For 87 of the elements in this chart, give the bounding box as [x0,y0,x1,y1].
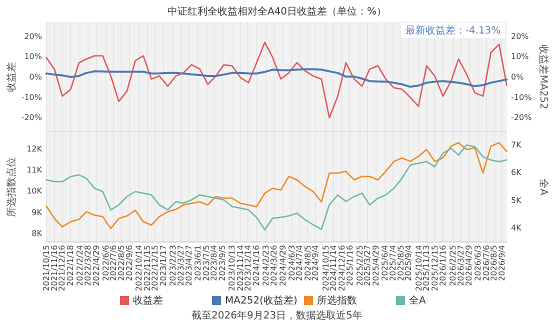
x-tick-label: 2023/1/17 [158,245,168,286]
x-tick-label: 2024/8/5 [303,245,312,281]
legend-label: MA252(收益差) [225,294,298,306]
x-tick-label: 2025/3/27 [363,245,372,286]
x-tick-label: 2025/10/14 [414,245,424,292]
x-tick-label: 2024/1/16 [252,245,261,286]
x-tick-label: 2023/3/27 [176,245,186,286]
x-tick-label: 2022/10/14 [134,245,144,292]
x-tick-label: 2024/12/16 [337,245,346,292]
x-tick-label: 2023/11/14 [236,245,245,292]
x-tick-label: 2023/2/23 [168,245,178,286]
y-axis-title: 收益差 [6,62,18,92]
legend-label: 收益差 [133,294,163,306]
y2-tick-label: -10% [511,92,532,102]
x-tick-label: 2025/12/15 [430,245,440,292]
x-tick-label: 2026/7/6 [482,245,492,281]
text: 截至2026年9月23日，数据选取近5年 [192,310,362,322]
x-tick-label: 2022/8/5 [116,245,126,281]
y-tick-label: 10% [24,52,42,62]
x-tick-label: 2023/9/5 [218,245,227,281]
y2-tick-label: 4K [511,224,522,233]
chart-title: 中证红利全收益相对全A40日收益差（单位：%） [167,6,387,18]
y-tick-label: 8K [32,229,43,238]
y2-tick-label: 6K [511,168,522,178]
x-tick-label: 2026/8/5 [490,245,499,281]
x-tick-label: 2023/7/5 [202,245,212,281]
x-tick-label: 2025/4/29 [372,245,381,286]
y2-axis-title: 全A [538,178,550,196]
x-tick-label: 2025/11/13 [422,245,432,292]
y2-tick-label: -20% [511,113,532,122]
legend-label: 所选指数 [317,294,357,306]
x-tick-label: 2026/4/29 [464,245,474,286]
x-tick-label: 2025/2/25 [355,245,364,286]
x-tick-label: 2023/10/13 [228,245,237,292]
x-tick-label: 2022/1/18 [66,245,76,286]
y-tick-label: -20% [21,113,42,122]
y2-tick-label: 5K [511,196,522,205]
x-tick-label: 2024/10/15 [322,245,331,292]
y-tick-label: 20% [24,32,42,41]
y-axis-title: 所选指数点位 [6,157,18,217]
y2-tick-label: 20% [511,32,530,41]
y-tick-label: 9K [32,208,43,217]
y2-tick-label: 0% [511,72,524,82]
x-tick-label: 2026/6/3 [474,245,483,281]
line-series [45,68,508,88]
x-tick-label: 2025/7/4 [388,245,398,281]
annotation: 最新收益差：-4.13% [405,24,501,36]
x-tick-label: 2026/3/27 [456,245,466,286]
x-tick-label: 2024/11/14 [329,245,338,292]
x-tick-label: 2022/7/6 [109,245,118,281]
y-tick-label: 11K [26,166,43,175]
x-tick-label: 2022/3/28 [84,245,93,286]
line-series [46,42,508,118]
x-tick-label: 2025/9/4 [404,245,414,281]
y-tick-label: 10K [26,186,43,196]
x-tick-label: 2021/12/16 [58,245,67,292]
x-tick-label: 2023/6/1 [193,245,202,281]
x-tick-label: 2024/6/3 [287,245,296,281]
x-tick-label: 2022/12/15 [150,245,160,292]
x-tick-label: 2022/6/6 [101,245,110,281]
x-tick-label: 2025/1/16 [345,245,354,286]
x-tick-label: 2023/8/4 [210,245,219,281]
x-tick-label: 2023/12/14 [243,245,252,292]
x-tick-label: 2022/2/24 [75,245,84,286]
y2-axis-title: 收益差MA252 [538,44,550,110]
x-tick-label: 2025/6/4 [380,245,390,281]
x-tick-label: 2021/10/15 [42,245,51,292]
y2-tick-label: 7K [511,140,522,150]
x-tick-label: 2022/11/15 [142,245,152,292]
x-tick-label: 2024/3/26 [270,245,279,286]
x-tick-label: 2026/1/16 [438,245,448,286]
legend-label: 全A [409,294,426,306]
y2-tick-label: 10% [511,52,530,62]
x-tick-label: 2024/4/29 [278,245,288,286]
x-tick-label: 2024/9/4 [311,245,320,281]
x-tick-label: 2022/9/6 [124,245,134,281]
x-tick-label: 2025/8/5 [396,245,406,281]
y-tick-label: 12K [26,144,43,154]
y-tick-label: 0% [29,72,42,82]
x-tick-label: 2021/11/16 [50,245,59,292]
x-tick-label: 2026/2/25 [448,245,458,286]
x-tick-label: 2024/2/23 [262,245,271,286]
x-tick-label: 2026/9/4 [497,245,506,281]
x-tick-label: 2023/4/27 [184,245,194,286]
y-tick-label: -10% [21,92,42,102]
x-tick-label: 2022/4/29 [92,245,101,286]
x-tick-label: 2024/7/4 [295,245,304,281]
